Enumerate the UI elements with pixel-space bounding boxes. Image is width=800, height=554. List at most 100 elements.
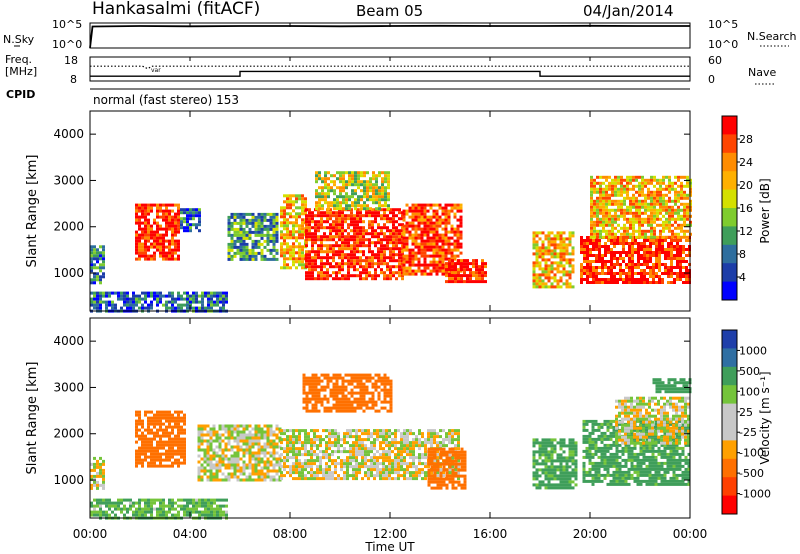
power-cell — [99, 291, 102, 295]
velocity-cell — [200, 469, 204, 473]
velocity-cell — [391, 432, 394, 436]
power-cell — [623, 214, 626, 218]
power-cell — [318, 207, 321, 211]
power-cell — [601, 269, 604, 272]
power-cell — [186, 226, 189, 230]
power-cell — [305, 229, 308, 233]
power-cell — [283, 206, 286, 210]
power-cell — [283, 194, 286, 198]
power-cell — [359, 241, 362, 245]
velocity-cell — [132, 501, 135, 505]
power-cell — [389, 271, 392, 275]
velocity-cell — [156, 510, 159, 514]
velocity-cell — [376, 450, 379, 454]
power-cell — [673, 266, 676, 269]
power-cell — [189, 294, 192, 298]
power-cell — [315, 195, 318, 199]
velocity-cell — [275, 427, 279, 431]
power-cell — [153, 242, 156, 246]
power-cell — [535, 264, 539, 268]
power-cell — [189, 223, 192, 227]
velocity-cell — [245, 427, 249, 431]
power-cell — [535, 255, 539, 259]
power-cell — [90, 263, 93, 267]
power-cell — [242, 257, 246, 261]
power-cell — [590, 208, 593, 212]
power-cell — [463, 274, 466, 278]
power-cell — [544, 285, 548, 289]
power-cell — [481, 262, 484, 266]
velocity-cell — [138, 455, 141, 459]
velocity-cell — [141, 507, 144, 511]
velocity-cell — [346, 465, 349, 469]
power-cell — [326, 259, 329, 263]
power-cell — [320, 259, 323, 263]
power-cell — [344, 217, 347, 221]
power-cell — [192, 306, 195, 310]
power-cell — [611, 184, 614, 188]
velocity-cell — [260, 445, 264, 449]
power-cell — [162, 254, 165, 258]
power-cell — [659, 211, 662, 215]
velocity-cell — [301, 462, 304, 466]
velocity-cell — [382, 450, 385, 454]
power-cell — [556, 237, 560, 241]
velocity-cell — [123, 498, 126, 502]
power-cell — [386, 238, 389, 242]
velocity-cell — [239, 469, 243, 473]
power-cell — [638, 235, 641, 239]
velocity-cell — [153, 422, 156, 426]
power-cell — [641, 199, 644, 203]
power-cell — [453, 215, 457, 219]
power-cell — [338, 268, 341, 272]
power-cell — [435, 236, 439, 240]
power-cell — [308, 223, 311, 227]
velocity-cell — [111, 510, 114, 514]
power-cell — [321, 180, 324, 184]
nave-label: Nave — [748, 66, 776, 79]
velocity-cell — [251, 427, 255, 431]
velocity-cell — [197, 448, 201, 452]
power-cell — [665, 208, 668, 212]
velocity-cell — [304, 459, 307, 463]
power-cell — [590, 214, 593, 218]
power-cell — [372, 201, 375, 205]
power-cell — [608, 214, 611, 218]
power-cell — [602, 196, 605, 200]
power-cell — [411, 227, 415, 231]
power-cell — [414, 269, 418, 273]
power-cell — [610, 266, 613, 269]
power-cell — [646, 257, 649, 260]
power-cell — [389, 241, 392, 245]
power-cell — [138, 209, 141, 213]
velocity-cell — [280, 432, 283, 436]
power-cell — [653, 202, 656, 206]
power-cell — [395, 229, 398, 233]
power-cell — [195, 297, 198, 301]
power-cell — [168, 242, 171, 246]
velocity-cell — [102, 459, 105, 463]
power-cell — [233, 245, 237, 249]
power-cell — [318, 174, 321, 178]
power-cell — [344, 247, 347, 251]
power-cell — [662, 199, 665, 203]
power-cell — [386, 265, 389, 269]
power-cell — [153, 254, 156, 258]
velocity-cell — [251, 457, 255, 461]
power-cell — [90, 245, 93, 249]
power-cell — [435, 203, 439, 207]
velocity-cell — [197, 469, 201, 473]
velocity-cell — [289, 468, 292, 472]
power-cell — [99, 251, 102, 255]
power-cell — [435, 245, 439, 249]
power-cell — [435, 209, 439, 213]
power-cell — [138, 236, 141, 240]
power-cell — [126, 297, 129, 301]
power-cell — [171, 300, 174, 304]
power-cell — [676, 248, 679, 251]
power-cell — [335, 241, 338, 245]
velocity-cell — [307, 432, 310, 436]
power-cell — [610, 251, 613, 254]
velocity-cell — [322, 471, 325, 475]
power-cell — [311, 244, 314, 248]
